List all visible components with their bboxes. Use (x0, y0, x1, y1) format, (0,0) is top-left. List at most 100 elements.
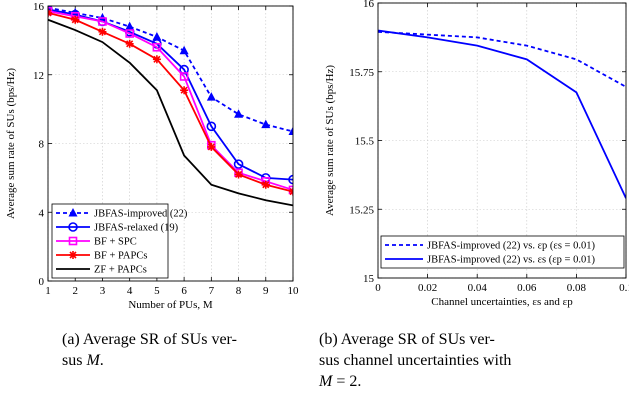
panel-a-xtick-label-6: 7 (209, 285, 215, 297)
panel-a-xtick-label-8: 9 (263, 285, 269, 297)
panel-a-legend-marker-0 (68, 208, 78, 217)
panel-a-legend-marker-3 (69, 251, 77, 259)
caption-a-line2: sus M. (62, 350, 302, 371)
panel-a-series-3-point-1-d2 (71, 16, 79, 24)
caption-b-line3: M = 2. (319, 371, 579, 392)
panel-a-series-3-point-6 (207, 142, 216, 151)
panel-a-series-3-point-9 (289, 187, 293, 196)
panel-a-series-2-point-5 (179, 72, 189, 81)
panel-a-series-3-point-9-d2 (289, 190, 293, 196)
panel-b-xtick-label-1: 0.02 (418, 282, 437, 294)
panel-a-ytick-label-4: 16 (33, 1, 45, 13)
panel-a-series-2-point-3 (125, 29, 134, 38)
caption-a-end: . (99, 352, 104, 369)
panel-a-series-3-point-9-d1 (289, 188, 293, 193)
panel-a-series-3-point-5 (180, 86, 189, 95)
panel-a-legend-label-4: ZF + PAPCs (94, 265, 147, 276)
panel-a-ytick-label-1: 4 (39, 207, 45, 219)
panel-a-ylabel: Average sum rate of SUs (bps/Hz) (5, 68, 17, 219)
panel-a-legend-marker-3-d2 (69, 251, 77, 259)
panel-b-legend-box (380, 235, 625, 269)
panel-a-legend-marker-2 (68, 236, 78, 246)
caption-b-end: = 2. (332, 373, 362, 390)
panel-a-xtick-label-7: 8 (236, 285, 242, 297)
panel-a-legend-label-1: JBFAS-relaxed (19) (94, 223, 179, 234)
panel-a-xtick-label-3: 4 (127, 285, 133, 297)
panel-a-series-0-point-4 (152, 31, 162, 41)
panel-b-plot (378, 29, 626, 199)
panel-b-xtick-label-4: 0.08 (567, 282, 587, 294)
caption-b: (b) Average SR of SUs ver- sus channel u… (319, 329, 579, 392)
panel-a-series-1-point-9 (288, 174, 293, 185)
panel-a-series-0-line (48, 6, 293, 133)
caption-a: (a) Average SR of SUs ver- sus M. (62, 329, 302, 371)
panel-a-plot (48, 6, 293, 207)
panel-a-series-2-point-0 (48, 6, 53, 16)
panel-b-xtick-label-3: 0.06 (517, 282, 537, 294)
panel-a-series-1-point-7 (233, 159, 244, 169)
panel-a-legend-marker-1 (68, 222, 78, 232)
panel-a-xtick-label-1: 2 (72, 285, 78, 297)
panel-b-xlabel: Channel uncertainties, εs and εp (431, 296, 573, 308)
panel-b-ylabel: Average sum rate of SUs (bps/Hz) (324, 65, 336, 216)
panel-b-ytick-label-2: 15.5 (355, 136, 375, 148)
panel-a-series-3-point-7-d2 (234, 170, 243, 179)
panel-a-series-3-point-5-d2 (180, 86, 188, 94)
panel-a-series-3-point-3 (125, 39, 134, 48)
panel-b-ytick-label-0: 15 (363, 273, 375, 285)
panel-a-series-2-point-4 (152, 42, 162, 52)
panel-a-series-3-point-7 (234, 170, 243, 179)
panel-a-xtick-label-2: 3 (100, 285, 106, 297)
panel-a-series-0-point-5 (179, 45, 189, 55)
panel-b-series-0-line (378, 30, 626, 88)
panel-b-frame (377, 2, 627, 279)
panel-a-xtick-label-0: 1 (45, 285, 51, 297)
panel-b-xtick-label-2: 0.04 (468, 282, 488, 294)
panel-a-series-2-point-2 (98, 17, 107, 26)
panel-b-ytick-label-1: 15.25 (349, 204, 374, 216)
panel-a-series-3-point-4-d2 (153, 55, 161, 63)
panel-a-series-3-point-2-d2 (98, 28, 107, 36)
panel-b-ytick-label-3: 15.75 (349, 67, 374, 79)
panel-a-series-3-point-0 (48, 8, 52, 17)
panel-a-legend-label-0: JBFAS-improved (22) (94, 209, 188, 220)
panel-a-series-0-point-8 (261, 119, 271, 129)
panel-b-legend-label-1: JBFAS-improved (22) vs. εs (εp = 0.01) (427, 255, 595, 266)
panel-a-series-3-line (48, 12, 293, 193)
panel-a-ytick-label-2: 8 (39, 139, 45, 151)
panel-a-series-3-point-6-d2 (207, 143, 215, 151)
panel-b-xtick-label-5: 0.1 (619, 282, 629, 294)
panel-a-xtick-label-9: 10 (288, 285, 300, 297)
panel-a-series-3-point-8-d2 (262, 181, 270, 189)
panel-b-ytick-label-4: 16 (363, 0, 375, 10)
caption-a-line1: (a) Average SR of SUs ver- (62, 331, 237, 348)
caption-b-line2: sus channel uncertainties with (319, 352, 512, 369)
panel-b-series-1-line (378, 29, 626, 199)
caption-a-math: M (86, 352, 100, 369)
panel-b-xtick-label-0: 0 (375, 282, 381, 294)
panel-a-series-3-point-8 (261, 180, 270, 189)
panel-a-series-3-point-0-d2 (48, 9, 52, 15)
panel-a-xtick-label-5: 6 (181, 285, 187, 297)
panel-a-series-3-point-4 (152, 55, 161, 64)
panel-a-xlabel: Number of PUs, M (128, 299, 213, 311)
panel-b-legend-label-0: JBFAS-improved (22) vs. εp (εs = 0.01) (427, 241, 595, 252)
panel-a-series-0-point-6 (206, 92, 216, 101)
panel-a-series-2-line (48, 10, 293, 191)
panel-a-series-3-point-0-d1 (48, 11, 52, 17)
panel-a-legend: JBFAS-improved (22) JBFAS-relaxed (19) BF … (51, 203, 188, 279)
panel-a-ytick-label-0: 0 (39, 276, 45, 288)
panel-a-series-4-line (48, 18, 293, 207)
caption-b-math: M (319, 373, 333, 390)
panel-b-legend: JBFAS-improved (22) vs. εp (εs = 0.01) JB… (380, 235, 625, 269)
panel-a-ytick-label-3: 12 (33, 70, 44, 82)
panel-b: 0 0.02 0.04 0.06 0.08 0.1 15 15.25 15.5 15.75 16 Ch… (324, 0, 629, 308)
panel-a-xtick-label-4: 5 (154, 285, 160, 297)
panel-a-legend-label-2: BF + SPC (94, 237, 137, 248)
panel-a-legend-label-3: BF + PAPCs (94, 251, 147, 262)
panel-a-series-3-point-2 (98, 27, 107, 36)
caption-a-text: sus (62, 352, 87, 369)
panel-a-series-3-point-1 (71, 15, 80, 24)
